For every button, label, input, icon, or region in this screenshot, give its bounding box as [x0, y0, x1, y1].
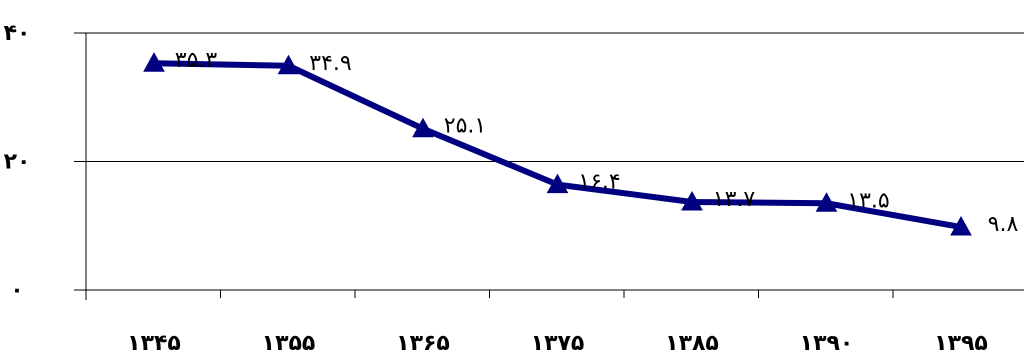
data-label-0: ۳۵.۳ — [175, 48, 218, 73]
data-label-1: ۳۴.۹ — [309, 51, 351, 76]
data-point-marker-3 — [546, 173, 569, 194]
data-label-2: ۲۵.۱ — [444, 114, 486, 139]
y-tick-label-1: ۲۰ — [4, 150, 31, 175]
data-point-marker-2 — [412, 117, 434, 138]
data-point-marker-6 — [950, 216, 972, 236]
x-tick-label-3: ۱۳۷۵ — [531, 331, 585, 356]
x-axis-ticks: ۱۳۴۵ ۱۳۵۵ ۱۳۶۵ ۱۳۷۵ ۱۳۸۵ ۱۳۹۰ ۱۳۹۵ — [85, 290, 988, 356]
axes — [85, 33, 1024, 300]
series-line — [151, 60, 964, 231]
data-label-5: ۱۳.۵ — [847, 188, 889, 213]
x-tick-label-5: ۱۳۹۰ — [800, 331, 854, 356]
data-label-6: ۹.۸ — [988, 212, 1019, 237]
data-labels: ۳۵.۳ ۳۴.۹ ۲۵.۱ ۱۶.۴ ۱۳.۷ ۱۳.۵ ۹.۸ — [175, 48, 1019, 237]
data-label-3: ۱۶.۴ — [578, 170, 620, 195]
x-tick-label-2: ۱۳۶۵ — [396, 331, 450, 356]
gridlines — [86, 32, 1024, 162]
data-point-marker-0 — [143, 52, 165, 72]
series-group — [143, 52, 972, 236]
x-tick-label-6: ۱۳۹۵ — [934, 331, 988, 356]
x-tick-label-4: ۱۳۸۵ — [665, 331, 719, 356]
y-axis-ticks: ۰ ۲۰ ۴۰ — [4, 21, 86, 303]
data-point-marker-1 — [277, 54, 300, 75]
y-tick-label-0: ۰ — [10, 278, 23, 303]
y-tick-label-2: ۴۰ — [4, 21, 31, 46]
data-point-marker-5 — [815, 192, 838, 212]
data-point-marker-4 — [681, 190, 703, 211]
x-tick-label-0: ۱۳۴۵ — [127, 331, 181, 356]
data-label-4: ۱۳.۷ — [713, 187, 756, 212]
x-tick-label-1: ۱۳۵۵ — [262, 331, 316, 356]
